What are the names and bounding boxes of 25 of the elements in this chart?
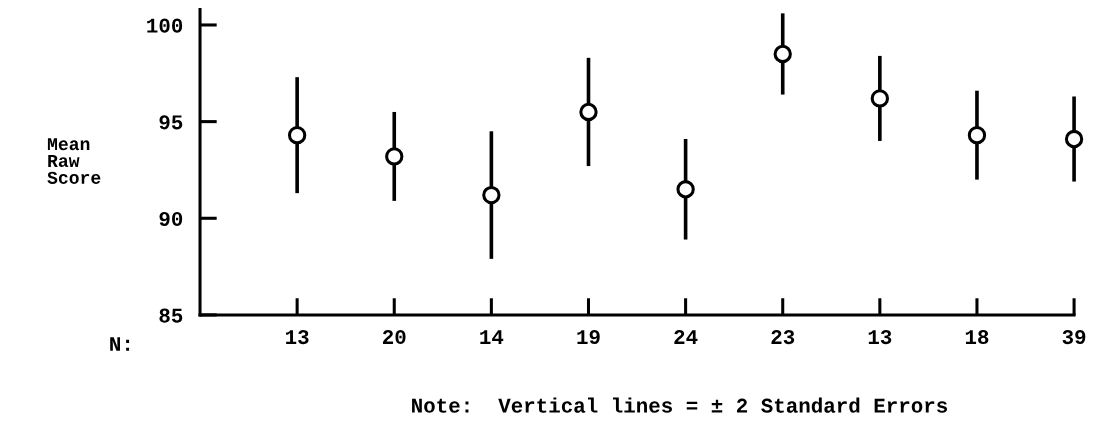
- point: [385, 147, 404, 166]
- x-tick-label: 18: [965, 329, 989, 345]
- point: [579, 102, 598, 122]
- x-tick-label: 13: [868, 329, 892, 345]
- y-tick-label: 90: [159, 211, 183, 227]
- y-tick-label: 95: [159, 115, 183, 130]
- x-tick-label: 20: [383, 329, 406, 345]
- point: [676, 180, 695, 199]
- x-tick-label: 19: [577, 329, 600, 345]
- y-tick-label: 100: [147, 18, 183, 33]
- point: [1064, 129, 1084, 149]
- x-tick-label: 14: [480, 330, 504, 344]
- y-axis-title: Mean Raw Score: [47, 138, 101, 184]
- point: [287, 125, 307, 145]
- point: [482, 185, 501, 205]
- x-tick-label: 24: [674, 329, 698, 344]
- y-tick-label: 85: [159, 308, 183, 323]
- x-tick-label: 23: [771, 329, 795, 345]
- x-tick-label: 13: [286, 329, 309, 345]
- x-tick-label: 39: [1062, 329, 1086, 345]
- x-axis-title: N:: [110, 337, 130, 351]
- point: [870, 89, 890, 108]
- point: [967, 125, 987, 145]
- point: [773, 44, 792, 64]
- text: Note: Vertical lines = ± 2 Standard Errors: [412, 397, 948, 413]
